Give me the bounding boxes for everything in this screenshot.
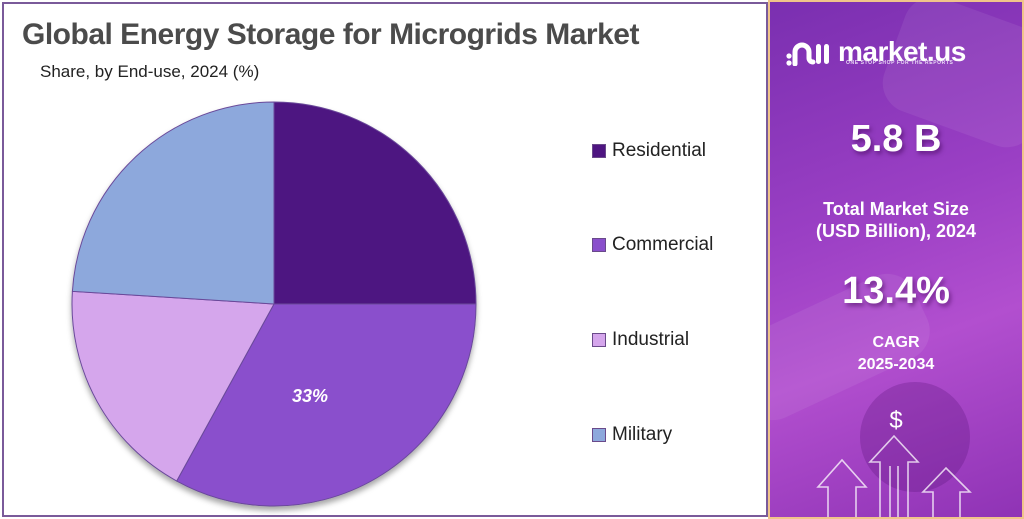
growth-arrows-icon: $ xyxy=(816,407,972,517)
legend-label: Military xyxy=(612,424,673,445)
legend-item-military[interactable]: Military xyxy=(592,424,672,446)
legend-swatch-commercial xyxy=(592,238,606,252)
pie-slice-commercial[interactable] xyxy=(176,303,477,507)
market-size-caption-line2: (USD Billion), 2024 xyxy=(815,221,977,241)
cagr-caption-line1: CAGR xyxy=(872,334,920,351)
chart-subtitle: Share, by End-use, 2024 (%) xyxy=(40,62,260,81)
legend-item-residential[interactable]: Residential xyxy=(592,140,706,162)
cagr-caption-line2: 2025-2034 xyxy=(857,356,935,373)
legend-swatch-military xyxy=(592,428,606,442)
market-size-caption-line1: Total Market Size xyxy=(823,199,969,219)
legend-label: Residential xyxy=(612,140,706,161)
cagr-value: 13.4% xyxy=(842,270,950,312)
legend-swatch-residential xyxy=(592,144,606,158)
legend-label: Commercial xyxy=(612,234,714,255)
market-size-value: 5.8 B xyxy=(850,118,942,160)
legend-item-commercial[interactable]: Commercial xyxy=(592,234,713,256)
pie-slice-industrial[interactable] xyxy=(71,290,275,482)
chart-panel: Global Energy Storage for Microgrids Mar… xyxy=(2,2,768,517)
brand-tagline: ONE STOP SHOP FOR THE REPORTS xyxy=(846,60,954,66)
market-us-logo-icon xyxy=(786,42,829,66)
pie-slice-residential[interactable] xyxy=(273,101,477,305)
slice-label-commercial: 33% xyxy=(292,386,328,406)
pie-slice-military[interactable] xyxy=(71,101,275,305)
pie-chart: 33% xyxy=(70,100,480,510)
legend-item-industrial[interactable]: Industrial xyxy=(592,329,689,351)
brand-logo[interactable]: market.us xyxy=(786,36,966,68)
legend-swatch-industrial xyxy=(592,333,606,347)
dollar-icon: $ xyxy=(889,407,902,434)
pie-svg: 33% xyxy=(71,101,477,507)
summary-sidebar: market.us ONE STOP SHOP FOR THE REPORTS … xyxy=(768,0,1024,519)
legend-label: Industrial xyxy=(612,329,690,350)
brand-name: market.us xyxy=(838,36,966,67)
chart-title: Global Energy Storage for Microgrids Mar… xyxy=(22,18,639,51)
